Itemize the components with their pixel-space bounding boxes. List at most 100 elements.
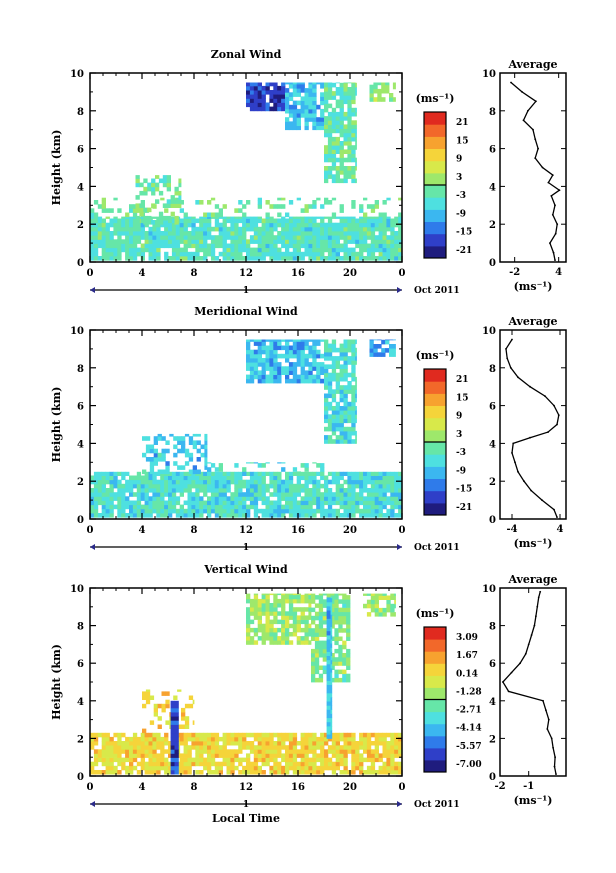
- heatmap-cell: [339, 426, 344, 432]
- heatmap-cell: [320, 741, 325, 746]
- heatmap-cell: [160, 496, 165, 501]
- heatmap-cell: [382, 612, 387, 617]
- heatmap-cell: [210, 463, 216, 468]
- average-profile-point: [527, 109, 529, 112]
- heatmap-cell: [331, 364, 337, 369]
- heatmap-cell: [195, 749, 200, 754]
- heatmap-cell: [312, 222, 317, 228]
- heatmap-cell: [363, 247, 368, 253]
- heatmap-cell: [327, 120, 333, 125]
- heatmap-cell: [338, 624, 343, 629]
- heatmap-cell: [370, 496, 376, 501]
- heatmap-cell: [105, 479, 110, 485]
- heatmap-cell: [398, 216, 403, 219]
- heatmap-cell: [312, 216, 317, 219]
- heatmap-cell: [136, 508, 142, 514]
- heatmap-cell: [374, 513, 379, 518]
- heatmap-cell: [355, 351, 357, 357]
- heatmap-cell: [105, 732, 110, 738]
- heatmap-cell: [347, 504, 352, 510]
- heatmap-cell: [242, 212, 247, 218]
- heatmap-cell: [320, 204, 325, 209]
- x-tick-label: 20: [343, 268, 357, 279]
- heatmap-cell: [246, 619, 251, 625]
- heatmap-cell: [152, 749, 157, 754]
- average-y-tick-label: 8: [489, 364, 496, 375]
- heatmap-cell: [292, 84, 298, 89]
- heatmap-cell: [386, 603, 391, 609]
- colorbar-tick-label: -3: [456, 448, 466, 458]
- heatmap-cell: [334, 636, 339, 641]
- heatmap-cell: [300, 611, 305, 616]
- heatmap-cell: [382, 732, 387, 738]
- heatmap-cell: [339, 120, 344, 125]
- heatmap-cell: [320, 231, 325, 236]
- heatmap-cell: [390, 488, 395, 493]
- heatmap-cell: [394, 599, 396, 605]
- heatmap-cell: [199, 226, 204, 232]
- heatmap-cell: [335, 381, 340, 386]
- heatmap-cell: [292, 222, 298, 228]
- heatmap-cell: [265, 619, 270, 625]
- y-tick-label: 0: [77, 772, 84, 783]
- average-profile-point: [550, 737, 553, 740]
- heatmap-cell: [90, 212, 95, 218]
- heatmap-cell: [129, 235, 134, 240]
- heatmap-cell: [330, 606, 333, 611]
- heatmap-cell: [281, 513, 286, 518]
- heatmap-cell: [398, 475, 403, 481]
- heatmap-cell: [269, 770, 274, 775]
- heatmap-cell: [331, 475, 337, 481]
- heatmap-cell: [257, 239, 262, 244]
- heatmap-cell: [316, 222, 321, 228]
- heatmap-cell: [335, 120, 340, 125]
- heatmap-cell: [265, 741, 270, 746]
- heatmap-cell: [265, 85, 270, 91]
- heatmap-cell: [171, 256, 177, 261]
- heatmap-cell: [312, 339, 317, 342]
- heatmap-cell: [226, 479, 231, 485]
- heatmap-cell: [207, 496, 212, 501]
- heatmap-cell: [187, 508, 192, 514]
- average-profile-point: [556, 516, 558, 518]
- heatmap-cell: [132, 753, 138, 758]
- heatmap-cell: [183, 757, 188, 763]
- heatmap-cell: [285, 247, 290, 253]
- heatmap-cell: [335, 222, 340, 228]
- heatmap-cell: [339, 161, 344, 167]
- heatmap-cell: [334, 632, 339, 637]
- heatmap-cell: [249, 349, 255, 355]
- heatmap-cell: [121, 222, 126, 228]
- heatmap-cell: [347, 174, 352, 179]
- heatmap-cell: [288, 508, 294, 514]
- heatmap-cell: [204, 461, 208, 466]
- heatmap-cell: [331, 235, 337, 240]
- heatmap-cell: [277, 370, 282, 375]
- heatmap-cell: [300, 508, 305, 514]
- heatmap-cell: [257, 492, 262, 497]
- heatmap-cell: [300, 483, 305, 489]
- heatmap-cell: [136, 753, 142, 758]
- heatmap-cell: [382, 765, 387, 771]
- heatmap-cell: [347, 410, 352, 415]
- heatmap-cell: [214, 770, 220, 775]
- heatmap-cell: [296, 479, 301, 485]
- heatmap-cell: [168, 235, 173, 240]
- heatmap-cell: [157, 716, 162, 721]
- heatmap-cell: [214, 222, 220, 228]
- heatmap-cell: [389, 352, 394, 357]
- date-day-label: 1: [243, 800, 249, 810]
- heatmap-cell: [273, 471, 278, 476]
- heatmap-cell: [269, 243, 274, 249]
- heatmap-cell: [148, 745, 153, 750]
- heatmap-cell: [93, 504, 99, 510]
- heatmap-cell: [296, 226, 301, 232]
- heatmap-cell: [174, 712, 179, 717]
- heatmap-cell: [324, 757, 329, 763]
- heatmap-cell: [269, 341, 274, 346]
- heatmap-cell: [207, 226, 212, 232]
- heatmap-cell: [148, 226, 153, 232]
- heatmap-cell: [129, 204, 134, 209]
- heatmap-cell: [281, 623, 286, 629]
- heatmap-cell: [191, 736, 196, 742]
